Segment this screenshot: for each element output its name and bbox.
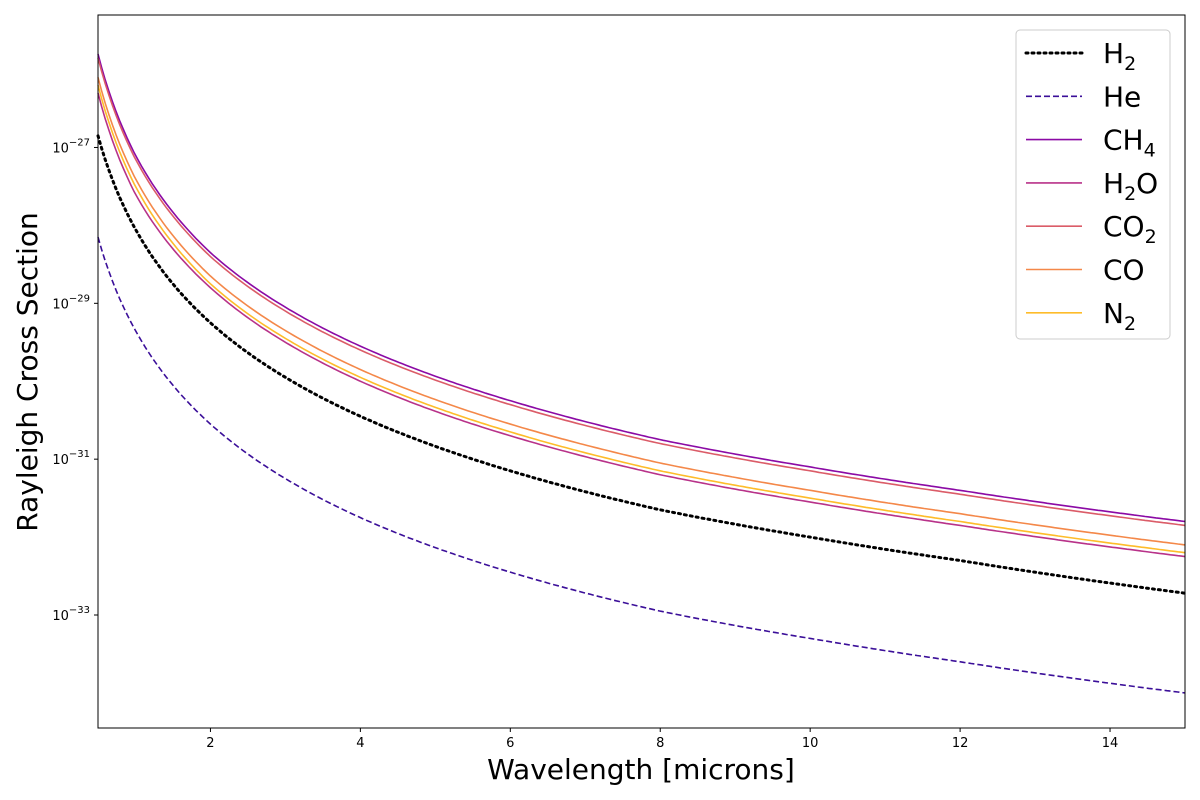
series-line-1	[97, 236, 1186, 694]
series-line-2	[97, 53, 1186, 523]
legend-frame	[1015, 29, 1171, 340]
y-axis-label: Rayleigh Cross Section	[11, 212, 44, 531]
legend-entry-label: H2O	[1103, 167, 1158, 205]
y-tick-label: 10−31	[52, 449, 90, 468]
y-tick-label: 10−27	[52, 137, 90, 156]
x-axis-label: Wavelength [microns]	[487, 753, 795, 786]
x-tick-label: 12	[952, 736, 969, 751]
legend-entry-label: CO2	[1103, 210, 1157, 248]
x-axis-ticks: 2 4 6 8 10 12 14	[206, 728, 1118, 751]
series-line-6	[97, 84, 1186, 554]
y-axis-ticks: 10−33 10−31 10−29 10−27	[52, 137, 98, 624]
x-tick-label: 2	[206, 736, 214, 751]
series-line-4	[97, 57, 1186, 527]
x-tick-label: 8	[656, 736, 664, 751]
series-line-5	[97, 77, 1186, 546]
series-line-3	[97, 92, 1186, 558]
y-tick-label: 10−29	[52, 293, 90, 312]
legend-entry-label: CH4	[1103, 124, 1156, 162]
legend-entry-label: H2	[1103, 37, 1136, 75]
x-tick-label: 14	[1102, 736, 1119, 751]
legend-entry-label: N2	[1103, 297, 1136, 335]
x-tick-label: 4	[356, 736, 364, 751]
plot-frame	[97, 14, 1186, 729]
x-tick-label: 10	[802, 736, 819, 751]
y-tick-label: 10−33	[52, 605, 90, 624]
x-tick-label: 6	[506, 736, 514, 751]
legend-entry-label: He	[1103, 80, 1141, 113]
legend-entry-label: CO	[1103, 254, 1145, 287]
series-layer	[96, 53, 1187, 694]
legend: H2 He CH4 H2O CO2 CO N2	[1015, 29, 1171, 340]
series-line-0	[96, 134, 1187, 595]
